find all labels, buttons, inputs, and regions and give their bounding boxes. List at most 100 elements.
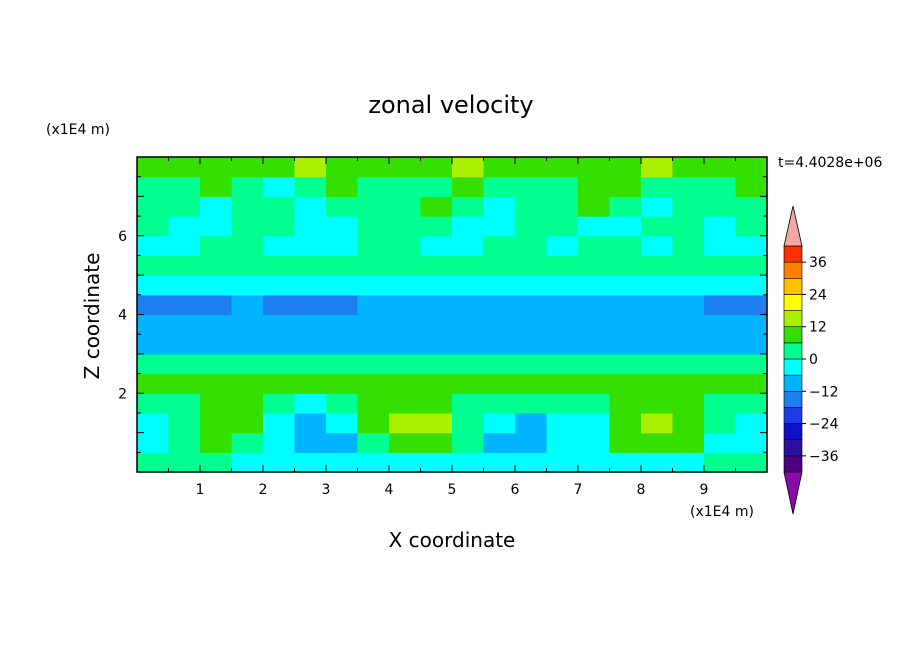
heatmap-cell [389, 196, 422, 217]
heatmap-cell [420, 452, 453, 473]
colorbar-swatch [783, 439, 803, 457]
heatmap-cell [641, 275, 674, 296]
colorbar-tick-label: 36 [809, 255, 827, 271]
heatmap-cell [672, 294, 705, 316]
colorbar-swatch [783, 423, 803, 441]
heatmap-cell [672, 275, 705, 296]
heatmap-cell [168, 373, 201, 394]
y-unit-label: (x1E4 m) [46, 122, 110, 138]
heatmap-cell [137, 412, 170, 434]
heatmap-cell [735, 373, 768, 394]
heatmap-cell [515, 196, 548, 217]
chart-title: zonal velocity [368, 91, 533, 119]
heatmap-cell [137, 294, 170, 316]
heatmap-cell [168, 334, 201, 355]
heatmap-cell [137, 373, 170, 394]
heatmap-cell [389, 373, 422, 394]
y-tick-label: 6 [118, 229, 127, 245]
heatmap-cell [641, 255, 674, 276]
heatmap-cell [609, 314, 642, 335]
heatmap-cell [483, 255, 516, 276]
heatmap-cell [231, 294, 264, 316]
heatmap-cell [357, 334, 390, 355]
heatmap-cell [641, 432, 674, 453]
heatmap-cell [389, 255, 422, 276]
heatmap-cell [326, 373, 359, 394]
heatmap-cell [704, 412, 737, 434]
heatmap-cell [326, 353, 359, 375]
heatmap-cell [326, 452, 359, 473]
heatmap-cell [578, 275, 611, 296]
heatmap-cell [420, 373, 453, 394]
heatmap-cell [641, 412, 674, 434]
heatmap-cell [452, 412, 485, 434]
heatmap-cell [263, 294, 296, 316]
heatmap-cell [735, 314, 768, 335]
heatmap-cell [641, 176, 674, 197]
heatmap-cell [515, 412, 548, 434]
heatmap-cell [704, 353, 737, 375]
heatmap-cell [326, 157, 359, 178]
heatmap-cell [483, 176, 516, 197]
heatmap-cell [231, 373, 264, 394]
heatmap-cell [546, 157, 579, 178]
heatmap-cell [672, 157, 705, 178]
heatmap-cell [735, 255, 768, 276]
colorbar: 36 24 12 0 −12 −24 −36 [783, 205, 839, 515]
heatmap-cell [200, 176, 233, 197]
heatmap-cell [546, 275, 579, 296]
heatmap-cell [672, 334, 705, 355]
heatmap-cell [263, 216, 296, 237]
heatmap-cell [735, 393, 768, 414]
heatmap-cell [263, 157, 296, 178]
heatmap-cell [735, 412, 768, 434]
heatmap-cell [294, 196, 327, 217]
heatmap-cell [672, 373, 705, 394]
heatmap-cell [515, 353, 548, 375]
heatmap-cell [168, 452, 201, 473]
heatmap-cell [452, 452, 485, 473]
heatmap-cell [263, 176, 296, 197]
heatmap-cell [294, 294, 327, 316]
heatmap-cell [294, 314, 327, 335]
heatmap-cell [483, 157, 516, 178]
heatmap-cell [452, 235, 485, 257]
x-tick-label: 6 [511, 482, 520, 498]
heatmap-cell [609, 432, 642, 453]
heatmap-cell [326, 176, 359, 197]
heatmap-cell [231, 176, 264, 197]
heatmap-cell [546, 353, 579, 375]
heatmap-cell [200, 334, 233, 355]
heatmap-cell [231, 353, 264, 375]
heatmap-cell [231, 157, 264, 178]
heatmap-cell [452, 393, 485, 414]
heatmap-cell [294, 393, 327, 414]
heatmap-cell [672, 452, 705, 473]
heatmap-cell [231, 393, 264, 414]
heatmap-cell [294, 275, 327, 296]
colorbar-under-arrow [783, 471, 803, 515]
colorbar-tick-label: 0 [809, 352, 818, 368]
colorbar-swatch [783, 455, 803, 473]
heatmap-cell [515, 176, 548, 197]
heatmap-cell [609, 334, 642, 355]
heatmap-cell [609, 235, 642, 257]
heatmap-cell [609, 373, 642, 394]
heatmap-cell [200, 255, 233, 276]
heatmap-cell [420, 432, 453, 453]
heatmap-cell [609, 216, 642, 237]
heatmap-cell [546, 412, 579, 434]
heatmap-cell [672, 196, 705, 217]
heatmap-cell [326, 412, 359, 434]
heatmap-cell [263, 314, 296, 335]
heatmap-cell [735, 157, 768, 178]
heatmap-cell [200, 393, 233, 414]
heatmap-cell [326, 294, 359, 316]
heatmap-cell [389, 334, 422, 355]
heatmap-cell [200, 452, 233, 473]
heatmap-cell [420, 314, 453, 335]
heatmap-cell [420, 157, 453, 178]
heatmap-cell [420, 216, 453, 237]
colorbar-swatch [783, 245, 803, 263]
